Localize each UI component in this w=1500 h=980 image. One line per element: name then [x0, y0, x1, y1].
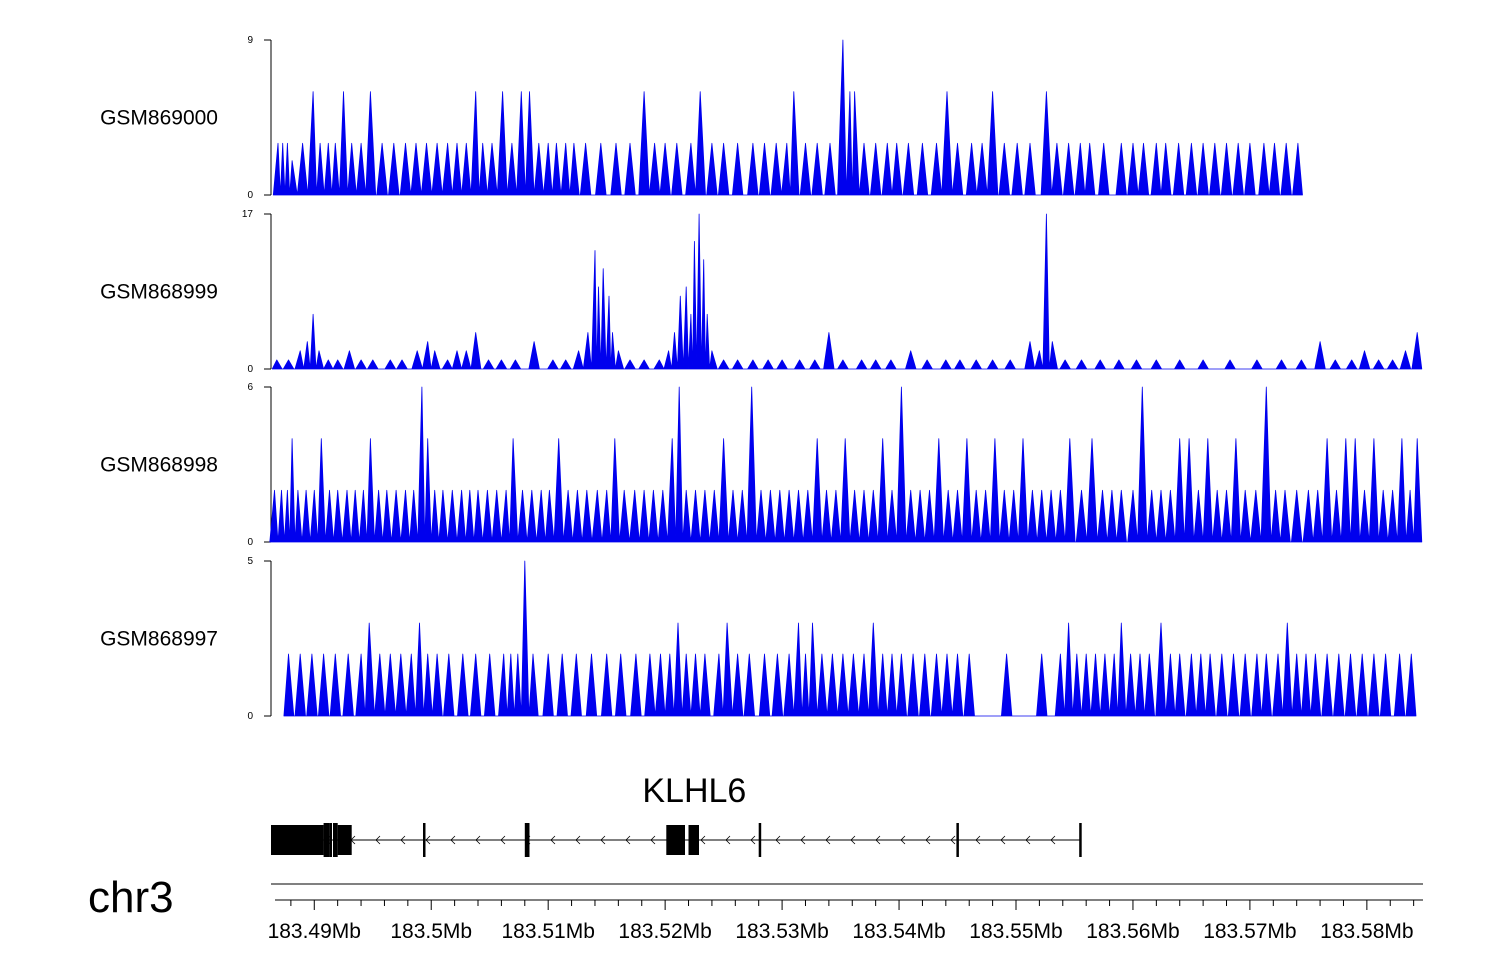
- strand-arrow: [1050, 835, 1056, 845]
- track-gsm868997: GSM868997 5 0: [100, 556, 1417, 722]
- strand-arrow: [875, 835, 881, 845]
- strand-arrow: [850, 835, 856, 845]
- strand-arrow: [925, 835, 931, 845]
- signal-area: [269, 386, 1423, 543]
- strand-arrow: [500, 835, 506, 845]
- strand-arrow: [975, 835, 981, 845]
- exon: [666, 825, 685, 855]
- signal-area: [283, 560, 1417, 717]
- strand-arrow: [900, 835, 906, 845]
- signal-tracks: GSM86900090GSM868999170GSM86899860GSM868…: [100, 35, 1423, 722]
- strand-arrow: [575, 835, 581, 845]
- strand-arrow: [750, 835, 756, 845]
- strand-arrow: [725, 835, 731, 845]
- y-tick-label-max: 17: [242, 209, 254, 220]
- strand-arrow: [650, 835, 656, 845]
- gene-track: KLHL6: [271, 772, 1082, 857]
- gene-name: KLHL6: [642, 772, 746, 810]
- strand-arrow: [475, 835, 481, 845]
- y-tick-label-max: 5: [247, 556, 253, 567]
- y-tick-label-min: 0: [247, 190, 253, 201]
- strand-arrow: [450, 835, 456, 845]
- strand-arrow: [625, 835, 631, 845]
- exon: [688, 825, 699, 855]
- x-tick-label: 183.57Mb: [1203, 920, 1296, 943]
- exon: [423, 823, 426, 857]
- x-tick-label: 183.56Mb: [1086, 920, 1179, 943]
- exon: [271, 825, 324, 855]
- track-gsm868998: GSM868998 6 0: [100, 382, 1423, 548]
- x-tick-label: 183.49Mb: [268, 920, 361, 943]
- strand-arrow: [425, 835, 431, 845]
- exon: [524, 823, 530, 857]
- exon: [323, 823, 330, 857]
- exon: [337, 825, 352, 855]
- strand-arrow: [550, 835, 556, 845]
- chromosome-label: chr3: [88, 873, 174, 922]
- track-gsm868999: GSM868999 17 0: [100, 209, 1423, 375]
- y-tick-label-min: 0: [247, 537, 253, 548]
- strand-arrow: [700, 835, 706, 845]
- track-label: GSM868998: [100, 454, 218, 477]
- x-tick-label: 183.54Mb: [852, 920, 945, 943]
- x-tick-label: 183.51Mb: [501, 920, 594, 943]
- strand-arrow: [1025, 835, 1031, 845]
- strand-arrow: [950, 835, 956, 845]
- strand-arrow: [400, 835, 406, 845]
- strand-arrow: [1000, 835, 1006, 845]
- exon: [329, 823, 332, 857]
- strand-arrow: [825, 835, 831, 845]
- x-tick-label: 183.58Mb: [1320, 920, 1413, 943]
- signal-area: [272, 39, 1303, 196]
- strand-arrow: [800, 835, 806, 845]
- strand-arrow: [775, 835, 781, 845]
- x-tick-label: 183.52Mb: [618, 920, 711, 943]
- strand-arrow: [600, 835, 606, 845]
- exon: [1079, 823, 1082, 857]
- track-gsm869000: GSM869000 9 0: [100, 35, 1303, 201]
- signal-area: [271, 213, 1423, 370]
- y-tick-label-max: 6: [247, 382, 253, 393]
- track-label: GSM869000: [100, 107, 218, 130]
- y-tick-label-max: 9: [247, 35, 253, 46]
- y-tick-label-min: 0: [247, 364, 253, 375]
- track-label: GSM868997: [100, 628, 218, 651]
- track-label: GSM868999: [100, 281, 218, 304]
- genome-axis: chr3 183.49Mb 183.5Mb 183.51Mb 183.52Mb 183.5…: [88, 873, 1423, 943]
- y-tick-label-min: 0: [247, 711, 253, 722]
- exon: [333, 823, 338, 857]
- x-tick-label: 183.53Mb: [735, 920, 828, 943]
- exon: [956, 823, 959, 857]
- x-tick-label: 183.55Mb: [969, 920, 1062, 943]
- x-tick-label: 183.5Mb: [390, 920, 472, 943]
- exon: [758, 823, 762, 857]
- strand-arrow: [375, 835, 381, 845]
